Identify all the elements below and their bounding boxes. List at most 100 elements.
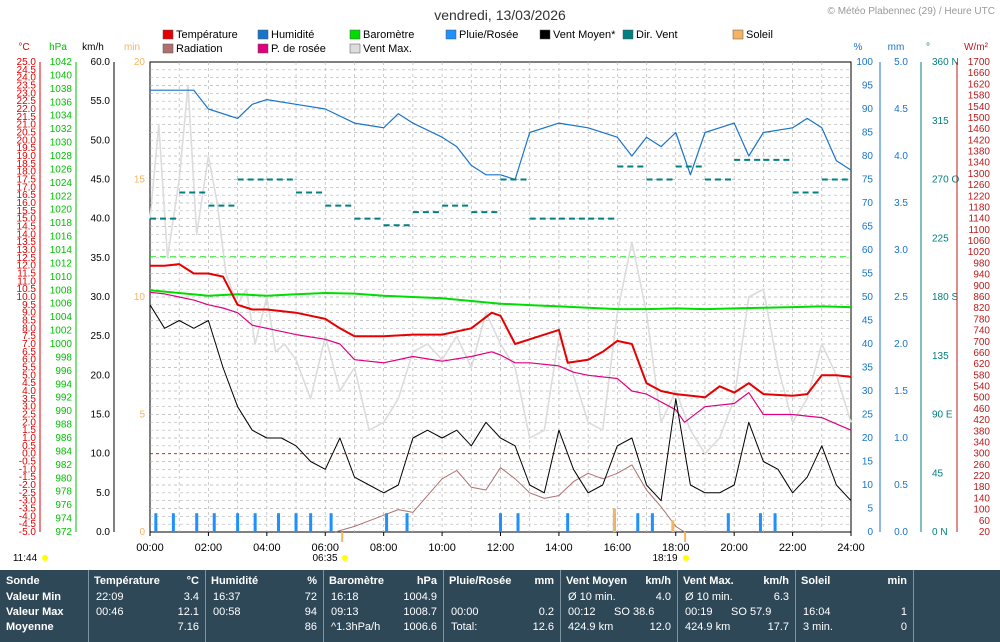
x-tick-label: 12:00 bbox=[487, 542, 515, 554]
axis-header-minutes: min bbox=[124, 42, 140, 53]
tick-label-wm2: 500 bbox=[973, 393, 990, 404]
footer-section-title: Soleil min bbox=[801, 575, 907, 589]
tick-label-deg: 90 E bbox=[932, 410, 953, 421]
footer-section: Pluie/Rosée mm 00:00 0.2 Total: 12.6 bbox=[443, 570, 560, 642]
footer-time: 16:18 bbox=[331, 591, 359, 603]
footer-section: Baromètre hPa 16:18 1004.9 09:13 1008.7 ^1.3hP… bbox=[323, 570, 443, 642]
footer-time: 424.9 km bbox=[568, 621, 614, 633]
tick-label-kmh: 0.0 bbox=[96, 527, 110, 538]
tick-label-hpa: 990 bbox=[55, 406, 72, 417]
tick-label-hpa: 1038 bbox=[50, 84, 73, 95]
tick-label-temp: -1.0 bbox=[19, 464, 37, 475]
tick-label-wm2: 100 bbox=[973, 505, 990, 516]
tick-label-wm2: 460 bbox=[973, 404, 990, 415]
footer-value-row: 7.16 bbox=[94, 621, 199, 635]
axis-header-temp: °C bbox=[18, 42, 29, 53]
footer-value: 0.2 bbox=[538, 606, 554, 618]
tick-label-pct: 45 bbox=[862, 316, 874, 327]
tick-label-temp: -3.5 bbox=[19, 504, 37, 515]
tick-label-hpa: 1004 bbox=[50, 312, 73, 323]
left-axes: -5.0-4.5-4.0-3.5-3.0-2.5-2.0-1.5-1.0-0.5… bbox=[17, 57, 146, 538]
tick-label-temp: 22.5 bbox=[17, 96, 37, 107]
footer-value-row: 3 min. 0 bbox=[801, 621, 907, 635]
footer-section: Vent Max. km/h Ø 10 min. 6.3 00:19 SO 57.9 424… bbox=[677, 570, 795, 642]
rain-bar bbox=[253, 513, 257, 532]
tick-label-hpa: 988 bbox=[55, 420, 72, 431]
x-tick-label: 06:00 bbox=[311, 542, 339, 554]
x-tick-label: 22:00 bbox=[779, 542, 807, 554]
tick-label-minutes: 5 bbox=[139, 410, 145, 421]
rain-bar bbox=[726, 513, 730, 532]
tick-label-temp: 0.5 bbox=[22, 441, 36, 452]
summary-footer: Sonde Valeur Min Valeur Max Moyenne Températ… bbox=[0, 570, 1000, 642]
tick-label-wm2: 1100 bbox=[968, 225, 990, 236]
tick-label-wm2: 20 bbox=[979, 527, 991, 538]
footer-section-unit: km/h bbox=[645, 575, 671, 587]
x-tick-label: 18:00 bbox=[662, 542, 690, 554]
footer-section-name: Vent Max. bbox=[683, 575, 734, 587]
footer-value: 1008.7 bbox=[403, 606, 437, 618]
tick-label-temp: 1.5 bbox=[22, 425, 36, 436]
tick-label-mm: 0.5 bbox=[894, 480, 908, 491]
footer-time: 00:46 bbox=[96, 606, 124, 618]
tick-label-wm2: 860 bbox=[973, 292, 990, 303]
tick-label-mm: 0.0 bbox=[894, 527, 908, 538]
footer-section: Soleil min 16:04 1 3 min. 0 bbox=[795, 570, 913, 642]
legend-label: Température bbox=[176, 29, 238, 41]
footer-separator bbox=[677, 570, 678, 642]
sunrise-label: 06:35 bbox=[312, 553, 337, 564]
rain-bar bbox=[650, 513, 654, 532]
legend-swatch bbox=[732, 29, 744, 40]
tick-label-wm2: 1580 bbox=[968, 91, 991, 102]
tick-label-wm2: 1220 bbox=[968, 191, 991, 202]
tick-label-temp: -3.0 bbox=[19, 496, 37, 507]
legend-label: Vent Max. bbox=[363, 43, 412, 55]
tick-label-temp: 18.0 bbox=[17, 167, 37, 178]
legend-label: Dir. Vent bbox=[636, 29, 678, 41]
tick-label-temp: 21.5 bbox=[17, 112, 37, 123]
x-tick-label: 20:00 bbox=[720, 542, 748, 554]
tick-label-temp: 2.5 bbox=[22, 410, 36, 421]
tick-label-minutes: 10 bbox=[134, 292, 146, 303]
footer-time: Ø 10 min. bbox=[568, 591, 616, 603]
footer-value-row: 00:12 SO 38.6 bbox=[566, 606, 671, 620]
tick-label-deg: 45 bbox=[932, 468, 944, 479]
footer-mid-value: SO 38.6 bbox=[614, 606, 655, 618]
tick-label-temp: 24.5 bbox=[17, 65, 37, 76]
tick-label-hpa: 1040 bbox=[50, 70, 73, 81]
footer-value-row: Total: 12.6 bbox=[449, 621, 554, 635]
legend-swatch bbox=[257, 29, 269, 40]
footer-time: 424.9 km bbox=[685, 621, 731, 633]
tick-label-wm2: 1060 bbox=[968, 236, 991, 247]
tick-label-temp: 10.5 bbox=[17, 284, 37, 295]
tick-label-pct: 70 bbox=[862, 198, 874, 209]
tick-label-wm2: 180 bbox=[973, 482, 990, 493]
tick-label-kmh: 20.0 bbox=[91, 370, 111, 381]
tick-label-mm: 4.5 bbox=[894, 104, 908, 115]
footer-section-unit: % bbox=[307, 575, 317, 587]
footer-separator bbox=[795, 570, 796, 642]
tick-label-temp: 13.0 bbox=[17, 245, 37, 256]
footer-time: 16:04 bbox=[803, 606, 831, 618]
footer-section: Humidité% 16:37 72 00:58 94 86 bbox=[205, 570, 323, 642]
sun-icon bbox=[342, 555, 348, 561]
tick-label-pct: 20 bbox=[862, 433, 874, 444]
footer-value-row: 00:00 0.2 bbox=[449, 606, 554, 620]
tick-label-temp: 11.0 bbox=[17, 276, 36, 287]
footer-time: ^1.3hPa/h bbox=[331, 621, 381, 633]
tick-label-temp: 15.5 bbox=[17, 206, 37, 217]
tick-label-wm2: 980 bbox=[973, 258, 990, 269]
rain-bar bbox=[195, 513, 199, 532]
rain-bar bbox=[516, 513, 520, 532]
tick-label-wm2: 660 bbox=[973, 348, 990, 359]
footer-value: 1004.9 bbox=[403, 591, 437, 603]
tick-label-wm2: 420 bbox=[973, 415, 990, 426]
footer-time: Total: bbox=[451, 621, 478, 633]
tick-label-temp: 6.0 bbox=[22, 355, 36, 366]
tick-label-kmh: 50.0 bbox=[91, 135, 111, 146]
footer-time: 22:09 bbox=[96, 591, 124, 603]
tick-label-hpa: 998 bbox=[55, 352, 72, 363]
tick-label-wm2: 1260 bbox=[968, 180, 991, 191]
tick-label-pct: 25 bbox=[862, 410, 874, 421]
tick-label-kmh: 60.0 bbox=[91, 57, 111, 68]
